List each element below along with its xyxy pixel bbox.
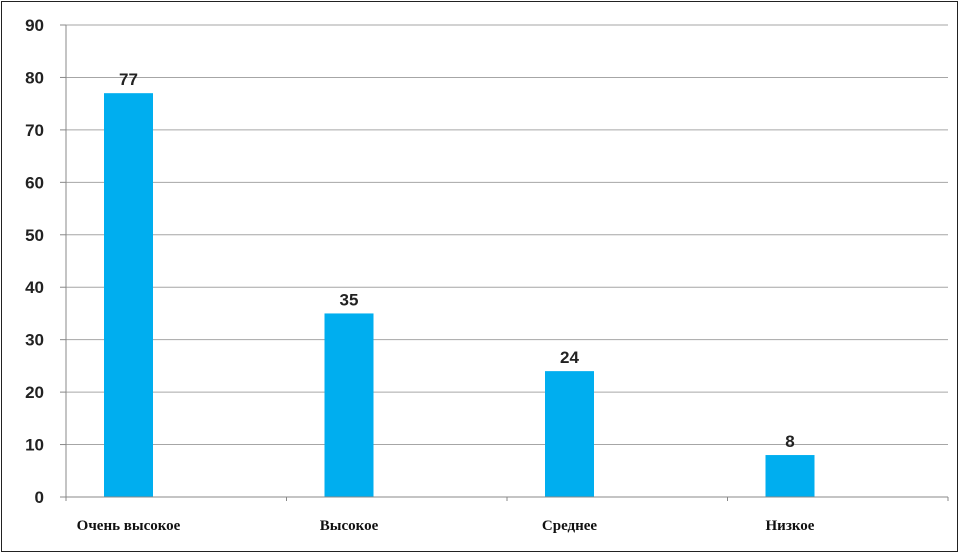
y-axis-ticks: 0 10 20 30 40 50 60 70 80 90	[25, 16, 66, 507]
y-tick-label: 20	[25, 383, 44, 402]
gridlines	[66, 24, 948, 446]
data-label: 35	[340, 290, 359, 309]
data-label: 77	[119, 70, 138, 89]
category-labels: Очень высокое Высокое Среднее Низкое	[77, 518, 815, 534]
category-label: Очень высокое	[77, 518, 181, 534]
y-tick-label: 60	[25, 173, 44, 192]
data-labels: 77 35 24 8	[119, 70, 795, 451]
y-tick-label: 10	[25, 436, 44, 455]
bar	[104, 93, 153, 497]
y-tick-label: 30	[25, 331, 44, 350]
y-tick-label: 40	[25, 278, 44, 297]
category-label: Низкое	[766, 518, 815, 534]
y-tick-label: 80	[25, 68, 44, 87]
y-tick-label: 0	[35, 488, 44, 507]
bar	[765, 455, 815, 497]
data-label: 24	[560, 348, 579, 367]
y-tick-label: 90	[25, 16, 44, 35]
bar	[545, 371, 594, 497]
bar	[324, 313, 374, 497]
bars	[104, 93, 815, 497]
category-label: Высокое	[320, 518, 379, 534]
x-axis	[65, 25, 949, 501]
data-label: 8	[785, 432, 794, 451]
y-tick-label: 70	[25, 121, 44, 140]
y-tick-label: 50	[25, 226, 44, 245]
category-label: Среднее	[542, 518, 598, 534]
